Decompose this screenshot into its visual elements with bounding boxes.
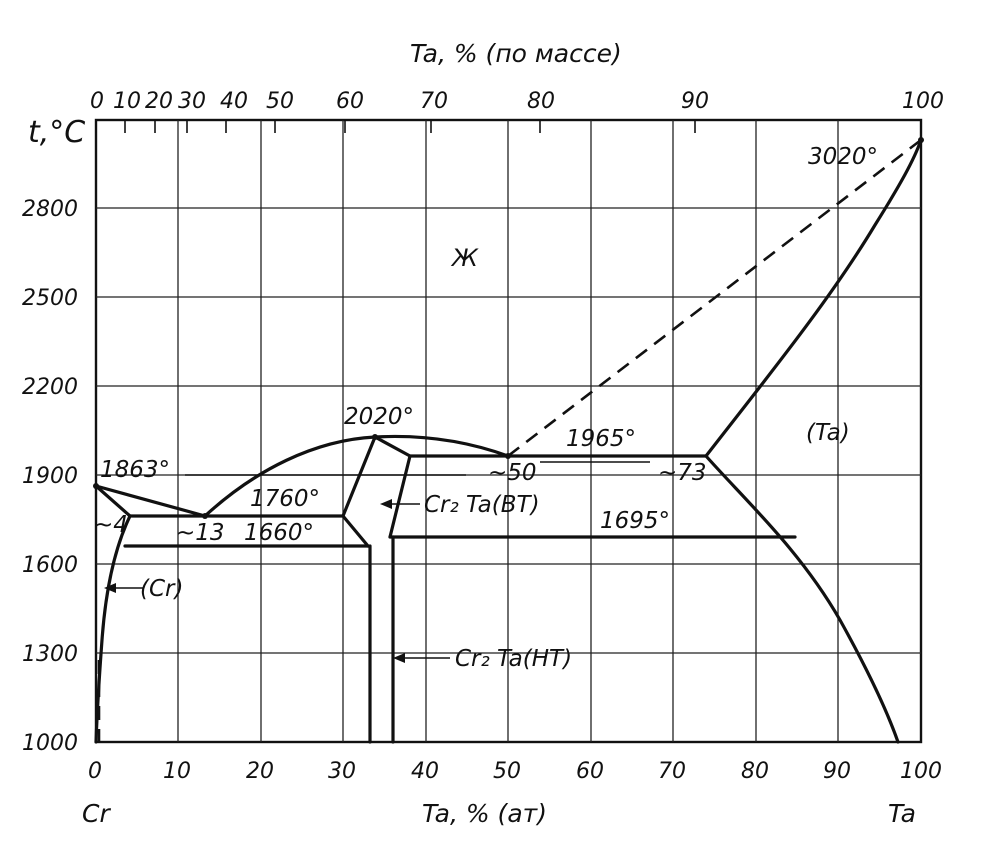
y-tick-label: 1300: [22, 642, 78, 667]
top-tick-label: 90: [681, 89, 709, 114]
cr-melt-point: [93, 483, 99, 489]
x-tick-label: 60: [576, 759, 604, 784]
cr-solubility-label: ~4: [94, 512, 128, 538]
eutectic-right-comp: ~50: [488, 460, 537, 486]
eutectic-right-temp: 1965°: [566, 426, 636, 452]
y-tick-label: 2800: [22, 197, 78, 222]
key-points: [93, 137, 924, 519]
y-tick-label: 2500: [22, 286, 78, 311]
ta-melt-label: 3020°: [808, 144, 878, 170]
x-tick-label: 0: [88, 759, 102, 784]
laves-ht-label: Cr₂ Ta(ВТ): [424, 492, 540, 518]
y-tick-label: 2200: [22, 375, 78, 400]
top-tick-label: 20: [145, 89, 173, 114]
arrows: [104, 499, 450, 663]
ta-solubility-label: ~73: [658, 460, 707, 486]
top-tick-label: 30: [178, 89, 206, 114]
top-tick-label: 80: [527, 89, 555, 114]
top-tick-label: 10: [113, 89, 141, 114]
y-axis-label: t,°C: [28, 115, 85, 150]
y-tick-label: 1600: [22, 553, 78, 578]
eutectic-right-point: [505, 453, 511, 459]
right-component-label: Ta: [888, 799, 916, 828]
top-axis-label: Ta, % (по массе): [410, 39, 622, 68]
ta-melt-point: [918, 137, 924, 143]
x-tick-label: 90: [823, 759, 851, 784]
x-axis-label: Ta, % (ат): [422, 799, 547, 828]
metastable-liquidus-dash: [507, 138, 922, 458]
eutectic-left-comp: ~13: [176, 520, 225, 546]
cr-solid-label: (Cr): [140, 576, 183, 602]
x-tick-label: 70: [658, 759, 686, 784]
top-tick-label: 0: [90, 89, 104, 114]
top-tick-label: 100: [902, 89, 944, 114]
x-tick-label: 100: [900, 759, 942, 784]
y-tick-label: 1900: [22, 464, 78, 489]
liquid-label: Ж: [450, 244, 479, 272]
eutectic-left-point: [202, 513, 208, 519]
eutectic-left-temp: 1760°: [250, 486, 320, 512]
laves-melt-label: 2020°: [344, 404, 414, 430]
y-tick-label: 1000: [22, 731, 78, 756]
top-tick-label: 40: [220, 89, 248, 114]
left-component-label: Cr: [82, 799, 111, 828]
x-tick-label: 10: [163, 759, 191, 784]
x-tick-label: 80: [741, 759, 769, 784]
x-tick-label: 50: [493, 759, 521, 784]
x-tick-label: 40: [411, 759, 439, 784]
x-tick-label: 30: [328, 759, 356, 784]
ta-solid-label: (Ta): [806, 420, 850, 446]
cr-melt-label: 1863°: [100, 457, 170, 483]
top-tick-label: 50: [266, 89, 294, 114]
top-tick-label: 70: [420, 89, 448, 114]
x-tick-label: 20: [246, 759, 274, 784]
top-tick-label: 60: [336, 89, 364, 114]
laves-lt-label: Cr₂ Ta(НТ): [455, 646, 572, 672]
transition-right-temp: 1695°: [600, 508, 670, 534]
phase-boundaries: [94, 138, 923, 744]
vertical-grid: [177, 120, 839, 742]
laves-melt-point: [372, 434, 378, 440]
transition-left-temp: 1660°: [244, 520, 314, 546]
top-axis-ticks: [95, 120, 922, 133]
